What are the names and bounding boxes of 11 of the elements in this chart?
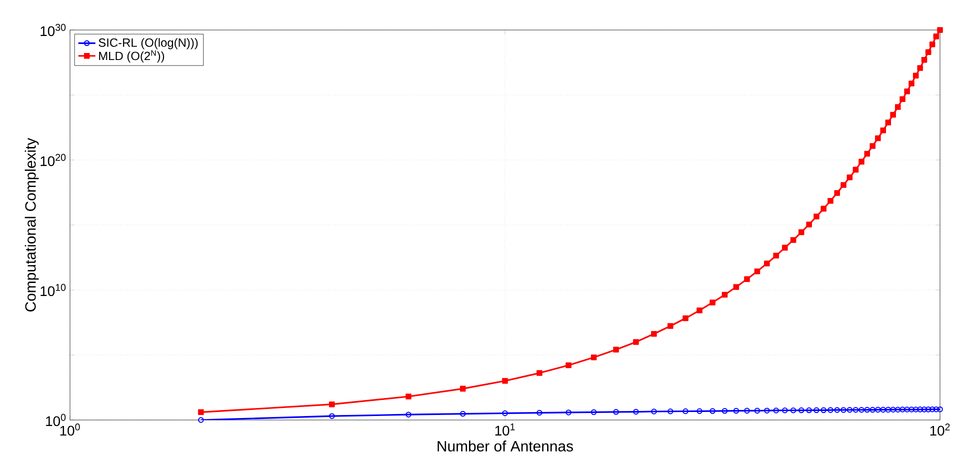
x-tick-label: 10$^{0}$	[60, 424, 80, 436]
y-tick-label: 10$^{10}$	[40, 284, 66, 296]
y-axis-title: Computational Complexity	[24, 138, 39, 312]
y-tick-label: 10$^{0}$	[46, 414, 66, 426]
x-tick-label: 10$^{1}$	[495, 424, 515, 436]
legend-label: MLD (O(2$^{N}$))	[99, 50, 164, 63]
legend-label: SIC-RL (O(log(N)))	[98, 38, 198, 50]
x-axis-title: Number of Antennas	[438, 440, 573, 452]
y-tick-label: 10$^{30}$	[40, 24, 66, 36]
y-tick-label: 10$^{20}$	[40, 154, 66, 166]
x-tick-label: 10$^{2}$	[930, 424, 950, 436]
